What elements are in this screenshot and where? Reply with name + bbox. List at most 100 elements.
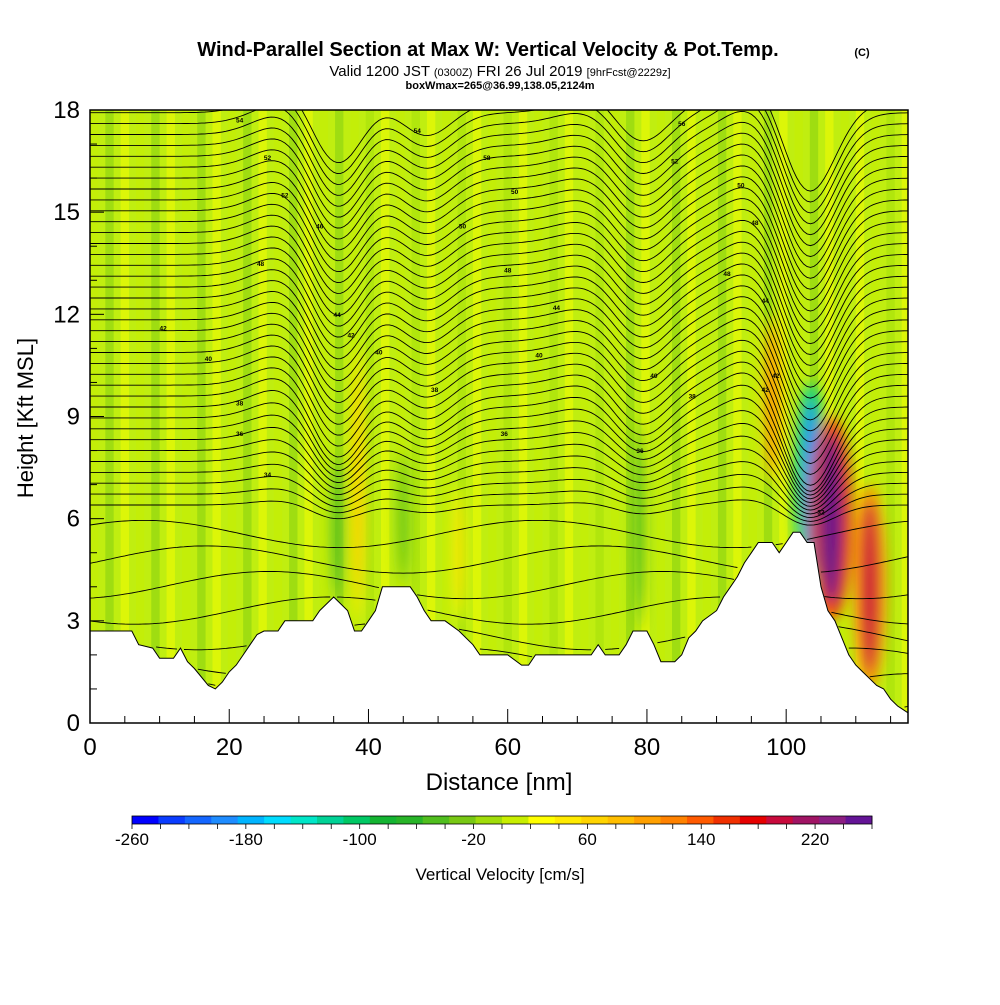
velocity-streak bbox=[825, 110, 834, 723]
isentrope-line bbox=[90, 545, 908, 574]
colorbar-swatch bbox=[766, 816, 794, 824]
colorbar-tick-label: -20 bbox=[461, 830, 486, 849]
isentrope-line bbox=[90, 410, 908, 500]
velocity-streak bbox=[319, 110, 329, 723]
velocity-streak bbox=[687, 110, 696, 723]
colorbar-swatch bbox=[264, 816, 292, 824]
isentrope-line bbox=[90, 285, 908, 399]
isentrope-label: 58 bbox=[483, 155, 491, 162]
velocity-streak bbox=[610, 110, 620, 723]
isentrope-label: 48 bbox=[751, 220, 759, 227]
copyright-mark: (C) bbox=[854, 47, 870, 59]
velocity-streak bbox=[671, 110, 681, 723]
velocity-streak bbox=[564, 110, 574, 723]
isentrope-line bbox=[90, 121, 908, 236]
colorbar-swatch bbox=[290, 816, 318, 824]
isentrope-line bbox=[90, 143, 908, 257]
isentrope-label: 52 bbox=[264, 155, 272, 162]
velocity-streak bbox=[626, 110, 635, 723]
isentrope-lines bbox=[90, 110, 908, 708]
isentrope-line bbox=[90, 274, 908, 388]
velocity-streak bbox=[595, 110, 604, 723]
velocity-feature-core bbox=[861, 501, 879, 672]
colorbar-swatch bbox=[581, 816, 609, 824]
velocity-streak bbox=[166, 110, 175, 723]
colorbar-swatch bbox=[713, 816, 741, 824]
velocity-feature-core bbox=[455, 495, 462, 610]
velocity-streak bbox=[273, 110, 283, 723]
isentrope-label: 32 bbox=[817, 509, 825, 516]
isentrope-line bbox=[90, 339, 908, 454]
colorbar-swatch bbox=[184, 816, 212, 824]
colorbar-tick-label: -260 bbox=[115, 830, 149, 849]
colorbar-swatch bbox=[132, 816, 159, 824]
isentrope-label: 56 bbox=[678, 121, 686, 128]
velocity-streak bbox=[534, 110, 543, 723]
terrain-mask bbox=[90, 531, 908, 723]
isentrope-line bbox=[90, 110, 908, 225]
isentrope-line bbox=[90, 499, 908, 526]
isentrope-line bbox=[90, 397, 908, 496]
velocity-feature-core bbox=[636, 434, 643, 614]
valid-main: Valid 1200 JST bbox=[329, 63, 429, 80]
isentrope-label: 42 bbox=[762, 387, 770, 394]
colorbar-swatch bbox=[449, 816, 477, 824]
colorbar-swatch bbox=[422, 816, 450, 824]
box-info: boxWmax=265@36.99,138.05,2124m bbox=[406, 80, 595, 92]
x-axis-label: Distance [nm] bbox=[426, 769, 573, 796]
isentrope-line bbox=[90, 571, 908, 600]
isentrope-label: 48 bbox=[257, 261, 265, 268]
isentrope-line bbox=[90, 132, 908, 247]
velocity-streak bbox=[105, 110, 114, 723]
velocity-streak bbox=[901, 110, 908, 723]
y-tick-label: 3 bbox=[67, 608, 80, 635]
colorbar-swatch bbox=[343, 816, 371, 824]
colorbar-swatch bbox=[845, 816, 873, 824]
y-tick-label: 12 bbox=[53, 301, 80, 328]
isentrope-label: 50 bbox=[737, 182, 745, 189]
x-tick-label: 80 bbox=[634, 734, 661, 761]
isentrope-line bbox=[90, 596, 908, 625]
colorbar-tick-label: 60 bbox=[578, 830, 597, 849]
y-tick-label: 0 bbox=[67, 710, 80, 737]
velocity-streak bbox=[365, 110, 375, 723]
isentrope-line bbox=[90, 519, 908, 549]
colorbar-swatch bbox=[475, 816, 503, 824]
valid-time: Valid 1200 JST (0300Z) FRI 26 Jul 2019 [… bbox=[329, 63, 670, 80]
isentrope-label: 52 bbox=[671, 159, 679, 166]
y-tick-label: 18 bbox=[53, 97, 80, 124]
colorbar-swatch bbox=[158, 816, 186, 824]
isentrope-line bbox=[208, 673, 908, 686]
x-tick-label: 0 bbox=[83, 734, 96, 761]
isentrope-line bbox=[90, 461, 908, 515]
colorbar-swatch bbox=[528, 816, 556, 824]
colorbar-swatch bbox=[502, 816, 529, 824]
colorbar-tick-label: 140 bbox=[687, 830, 715, 849]
isentrope-line bbox=[90, 219, 908, 334]
isentrope-line bbox=[90, 448, 908, 511]
isentrope-line bbox=[90, 372, 908, 486]
colorbar-swatch bbox=[660, 816, 688, 824]
colorbar-swatch bbox=[211, 816, 239, 824]
isentrope-line bbox=[90, 422, 908, 504]
y-axis: 0 3 6 9 12 15 18 bbox=[53, 97, 104, 737]
isentrope-line bbox=[90, 198, 908, 312]
velocity-streak bbox=[580, 110, 589, 723]
colorbar-swatch bbox=[634, 816, 662, 824]
x-tick-label: 20 bbox=[216, 734, 243, 761]
isentrope-label: 44 bbox=[553, 305, 561, 312]
y-tick-label: 6 bbox=[67, 506, 80, 533]
velocity-streak bbox=[733, 110, 742, 723]
colorbar-tick-label: 220 bbox=[801, 830, 829, 849]
velocity-streak bbox=[380, 110, 390, 723]
isentrope-label: 36 bbox=[236, 431, 244, 438]
velocity-streak bbox=[227, 110, 237, 723]
isentrope-label: 38 bbox=[236, 400, 244, 407]
isentrope-line bbox=[90, 154, 908, 268]
y-tick-label: 9 bbox=[67, 404, 80, 431]
isentrope-line bbox=[156, 623, 908, 651]
colorbar-swatch bbox=[792, 816, 820, 824]
isentrope-line bbox=[90, 263, 908, 377]
velocity-streak bbox=[120, 110, 129, 723]
